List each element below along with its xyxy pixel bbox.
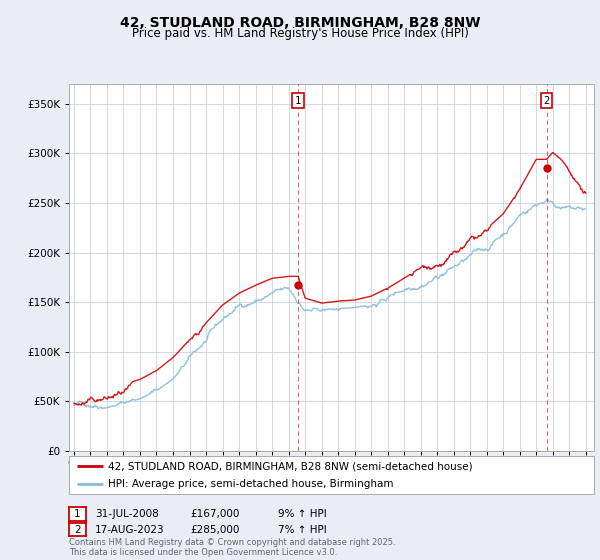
Text: 1: 1 xyxy=(295,96,301,105)
Text: 9% ↑ HPI: 9% ↑ HPI xyxy=(278,509,326,519)
Text: HPI: Average price, semi-detached house, Birmingham: HPI: Average price, semi-detached house,… xyxy=(109,479,394,489)
Text: 42, STUDLAND ROAD, BIRMINGHAM, B28 8NW: 42, STUDLAND ROAD, BIRMINGHAM, B28 8NW xyxy=(120,16,480,30)
Text: £285,000: £285,000 xyxy=(191,525,240,535)
Text: 7% ↑ HPI: 7% ↑ HPI xyxy=(278,525,326,535)
Text: 2: 2 xyxy=(544,96,550,105)
Text: 42, STUDLAND ROAD, BIRMINGHAM, B28 8NW (semi-detached house): 42, STUDLAND ROAD, BIRMINGHAM, B28 8NW (… xyxy=(109,461,473,471)
Text: 2: 2 xyxy=(74,525,81,535)
Text: Price paid vs. HM Land Registry's House Price Index (HPI): Price paid vs. HM Land Registry's House … xyxy=(131,27,469,40)
Text: £167,000: £167,000 xyxy=(191,509,240,519)
Text: 31-JUL-2008: 31-JUL-2008 xyxy=(95,509,158,519)
Text: Contains HM Land Registry data © Crown copyright and database right 2025.
This d: Contains HM Land Registry data © Crown c… xyxy=(69,538,395,557)
Text: 17-AUG-2023: 17-AUG-2023 xyxy=(95,525,164,535)
Text: 1: 1 xyxy=(74,509,81,519)
